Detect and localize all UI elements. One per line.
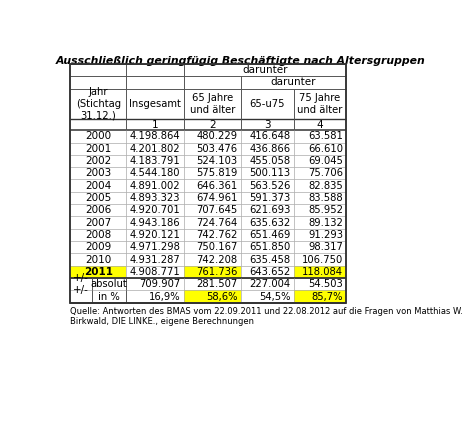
Text: 674.961: 674.961 <box>196 193 238 203</box>
Text: 82.835: 82.835 <box>308 180 343 191</box>
Bar <box>183 290 241 303</box>
Text: 635.632: 635.632 <box>249 218 290 228</box>
Text: 2000: 2000 <box>85 132 111 142</box>
Text: absolut: absolut <box>91 279 127 289</box>
Text: in %: in % <box>98 291 120 302</box>
Text: 3: 3 <box>264 120 271 130</box>
Text: 75.706: 75.706 <box>308 168 343 178</box>
Text: 563.526: 563.526 <box>249 180 290 191</box>
Text: 2: 2 <box>209 120 216 130</box>
Text: 2010: 2010 <box>85 255 111 264</box>
Text: 646.361: 646.361 <box>196 180 238 191</box>
Text: 643.652: 643.652 <box>249 267 290 277</box>
Text: 85.952: 85.952 <box>308 205 343 215</box>
Text: 524.103: 524.103 <box>196 156 238 166</box>
Text: 621.693: 621.693 <box>249 205 290 215</box>
Text: 635.458: 635.458 <box>250 255 290 264</box>
Text: 4.183.791: 4.183.791 <box>130 156 180 166</box>
Text: 4.943.186: 4.943.186 <box>130 218 180 228</box>
Text: 106.750: 106.750 <box>302 255 343 264</box>
Text: 455.058: 455.058 <box>250 156 290 166</box>
Text: 4.198.864: 4.198.864 <box>130 132 180 142</box>
Text: 4.920.121: 4.920.121 <box>130 230 180 240</box>
Text: 707.645: 707.645 <box>196 205 238 215</box>
Text: 709.907: 709.907 <box>139 279 180 289</box>
Text: 118.084: 118.084 <box>302 267 343 277</box>
Text: 2001: 2001 <box>85 144 111 154</box>
Text: 58,6%: 58,6% <box>206 291 238 302</box>
Text: 575.819: 575.819 <box>196 168 238 178</box>
Text: 4: 4 <box>317 120 323 130</box>
Text: 4.931.287: 4.931.287 <box>130 255 180 264</box>
Text: 436.866: 436.866 <box>250 144 290 154</box>
Text: 480.229: 480.229 <box>196 132 238 142</box>
Text: 83.588: 83.588 <box>308 193 343 203</box>
Text: 2005: 2005 <box>85 193 111 203</box>
Text: 2007: 2007 <box>85 218 111 228</box>
Text: 65-u75: 65-u75 <box>250 99 285 109</box>
Text: 63.581: 63.581 <box>308 132 343 142</box>
Text: 4.201.802: 4.201.802 <box>130 144 180 154</box>
Text: 85,7%: 85,7% <box>312 291 343 302</box>
Bar <box>70 64 346 303</box>
Text: 2004: 2004 <box>85 180 111 191</box>
Text: 4.920.701: 4.920.701 <box>130 205 180 215</box>
Text: 761.736: 761.736 <box>196 267 238 277</box>
Text: 89.132: 89.132 <box>308 218 343 228</box>
Bar <box>70 266 126 278</box>
Text: Ausschließlich geringfügig Beschäftigte nach Altersgruppen: Ausschließlich geringfügig Beschäftigte … <box>56 56 426 66</box>
Text: 416.648: 416.648 <box>250 132 290 142</box>
Bar <box>294 290 346 303</box>
Text: 54.503: 54.503 <box>308 279 343 289</box>
Text: 75 Jahre
und älter: 75 Jahre und älter <box>297 93 343 115</box>
Text: +/-: +/- <box>73 273 89 283</box>
Text: 281.507: 281.507 <box>196 279 238 289</box>
Text: 2011: 2011 <box>84 267 113 277</box>
Text: 500.113: 500.113 <box>250 168 290 178</box>
Text: +/-: +/- <box>73 285 89 295</box>
Text: 65 Jahre
und älter: 65 Jahre und älter <box>189 93 235 115</box>
Text: 2006: 2006 <box>85 205 111 215</box>
Text: 227.004: 227.004 <box>250 279 290 289</box>
Text: 69.045: 69.045 <box>308 156 343 166</box>
Text: 2009: 2009 <box>85 242 111 252</box>
Text: darunter: darunter <box>242 65 288 75</box>
Text: 724.764: 724.764 <box>196 218 238 228</box>
Text: 591.373: 591.373 <box>249 193 290 203</box>
Text: 651.850: 651.850 <box>249 242 290 252</box>
Text: 742.208: 742.208 <box>196 255 238 264</box>
Text: 2002: 2002 <box>85 156 111 166</box>
Text: 54,5%: 54,5% <box>259 291 290 302</box>
Text: 4.893.323: 4.893.323 <box>130 193 180 203</box>
Text: 503.476: 503.476 <box>196 144 238 154</box>
Text: 16,9%: 16,9% <box>149 291 180 302</box>
Bar <box>183 266 241 278</box>
Text: 750.167: 750.167 <box>196 242 238 252</box>
Text: Quelle: Antworten des BMAS vom 22.09.2011 und 22.08.2012 auf die Fragen von Matt: Quelle: Antworten des BMAS vom 22.09.201… <box>70 306 463 326</box>
Text: darunter: darunter <box>271 77 316 87</box>
Text: 742.762: 742.762 <box>196 230 238 240</box>
Text: 98.317: 98.317 <box>308 242 343 252</box>
Text: 4.891.002: 4.891.002 <box>130 180 180 191</box>
Text: 651.469: 651.469 <box>249 230 290 240</box>
Text: 2003: 2003 <box>85 168 111 178</box>
Text: 4.971.298: 4.971.298 <box>130 242 180 252</box>
Text: 2008: 2008 <box>85 230 111 240</box>
Bar <box>70 64 346 303</box>
Text: 66.610: 66.610 <box>308 144 343 154</box>
Text: 1: 1 <box>151 120 158 130</box>
Text: 91.293: 91.293 <box>308 230 343 240</box>
Text: Jahr
(Stichtag
31.12.): Jahr (Stichtag 31.12.) <box>76 87 121 121</box>
Text: 4.908.771: 4.908.771 <box>130 267 180 277</box>
Text: Insgesamt: Insgesamt <box>129 99 181 109</box>
Text: 4.544.180: 4.544.180 <box>130 168 180 178</box>
Bar <box>294 266 346 278</box>
